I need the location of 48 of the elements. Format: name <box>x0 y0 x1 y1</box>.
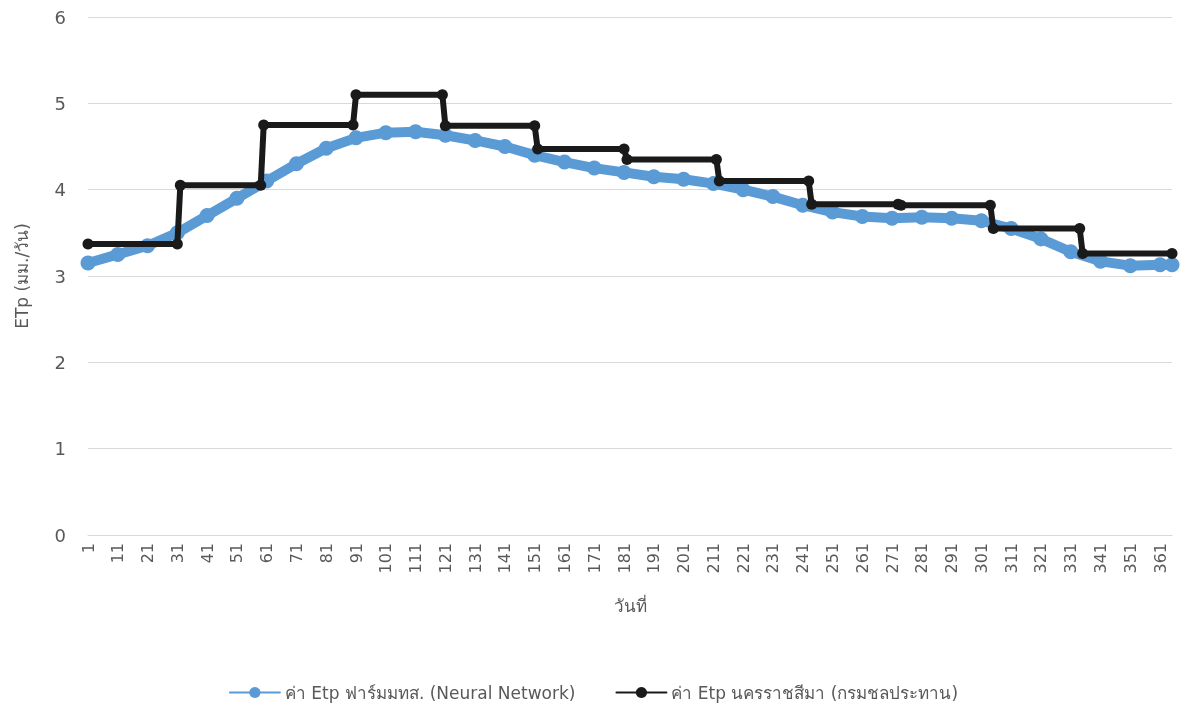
x-tick-label: 361 <box>1150 543 1170 574</box>
x-tick-label: 11 <box>108 543 128 564</box>
x-tick-label: 141 <box>495 543 515 574</box>
x-tick-label: 341 <box>1091 543 1111 574</box>
x-axis-title: วันที่ <box>613 593 647 616</box>
y-axis-title: ETp (มม./วัน) <box>11 223 32 329</box>
x-tick-label: 131 <box>465 543 485 574</box>
y-tick-label: 6 <box>54 6 66 28</box>
x-tick-label: 21 <box>138 543 158 564</box>
x-tick-label: 191 <box>644 543 664 574</box>
x-tick-label: 281 <box>912 543 932 574</box>
x-tick-label: 51 <box>227 543 247 564</box>
x-tick-label: 101 <box>376 543 396 574</box>
x-tick-label: 261 <box>852 543 872 574</box>
x-tick-label: 111 <box>406 543 426 574</box>
x-tick-label: 91 <box>346 543 366 564</box>
x-tick-label: 71 <box>286 543 306 564</box>
x-tick-label: 41 <box>197 543 217 564</box>
y-tick-label: 5 <box>54 92 66 114</box>
y-tick-label: 1 <box>54 438 66 460</box>
x-tick-label: 121 <box>435 543 455 574</box>
x-tick-label: 161 <box>554 543 574 574</box>
y-tick-label: 2 <box>54 351 66 373</box>
x-tick-label: 231 <box>763 543 783 574</box>
x-tick-label: 171 <box>584 543 604 574</box>
x-tick-label: 251 <box>823 543 843 574</box>
y-tick-label: 3 <box>54 265 66 287</box>
legend-label: ค่า Etp ฟาร์มมทส. (Neural Network) <box>284 682 576 703</box>
x-tick-label: 301 <box>971 543 991 574</box>
y-tick-label: 0 <box>54 524 66 546</box>
x-tick-label: 81 <box>316 543 336 564</box>
x-tick-label: 331 <box>1061 543 1081 574</box>
x-tick-label: 151 <box>525 543 545 574</box>
y-tick-label: 4 <box>54 179 66 201</box>
x-tick-label: 311 <box>1001 543 1021 574</box>
x-tick-label: 241 <box>793 543 813 574</box>
x-tick-label: 291 <box>942 543 962 574</box>
x-tick-label: 271 <box>882 543 902 574</box>
x-tick-label: 31 <box>167 543 187 564</box>
legend-label: ค่า Etp นครราชสีมา (กรมชลประทาน) <box>671 682 959 703</box>
x-tick-label: 61 <box>257 543 277 564</box>
x-tick-label: 201 <box>674 543 694 574</box>
x-tick-label: 1 <box>78 543 98 554</box>
x-tick-label: 321 <box>1031 543 1051 574</box>
x-tick-label: 351 <box>1120 543 1140 574</box>
x-tick-label: 181 <box>614 543 634 574</box>
x-tick-label: 211 <box>703 543 723 574</box>
x-tick-label: 221 <box>733 543 753 574</box>
